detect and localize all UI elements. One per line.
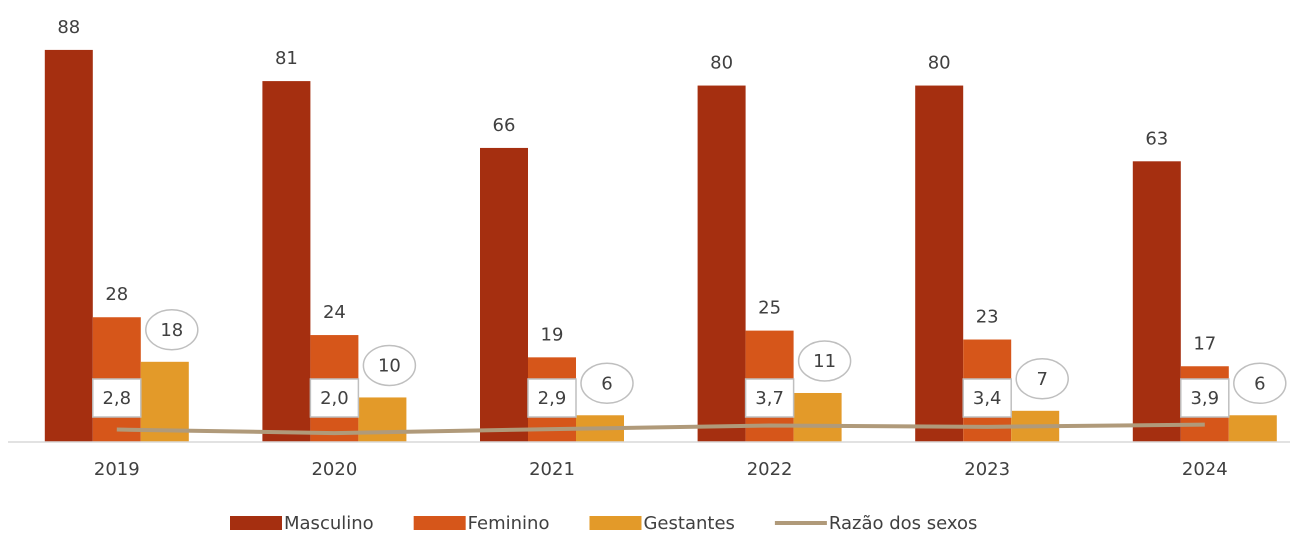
label-bubble bbox=[797, 340, 852, 382]
data-label: 7 bbox=[1036, 369, 1047, 390]
data-label: 3,9 bbox=[1190, 388, 1219, 409]
bar bbox=[262, 81, 311, 442]
data-label: 18 bbox=[160, 320, 183, 341]
data-label: 6 bbox=[601, 373, 612, 394]
legend-swatch bbox=[413, 516, 466, 530]
x-tick-label: 2023 bbox=[964, 459, 1010, 480]
label-bubble bbox=[1015, 358, 1069, 400]
data-label: 3,4 bbox=[973, 388, 1002, 409]
label-bubble bbox=[1233, 362, 1287, 405]
label-bubble bbox=[580, 362, 634, 405]
data-label: 63 bbox=[1145, 128, 1168, 149]
label-box bbox=[1180, 378, 1230, 418]
x-tick-label: 2021 bbox=[529, 459, 575, 480]
data-label: 24 bbox=[323, 302, 346, 323]
label-box bbox=[92, 378, 142, 418]
bar bbox=[480, 147, 528, 442]
legend-label: Razão dos sexos bbox=[829, 513, 978, 534]
data-label: 25 bbox=[758, 298, 781, 319]
data-label: 2,0 bbox=[320, 388, 349, 409]
bar bbox=[358, 397, 407, 442]
label-box bbox=[962, 378, 1012, 418]
data-label: 17 bbox=[1193, 333, 1216, 354]
label-box bbox=[744, 378, 795, 418]
bar bbox=[1228, 415, 1277, 442]
data-label: 81 bbox=[275, 48, 298, 69]
bar bbox=[44, 49, 93, 443]
bar bbox=[793, 392, 842, 442]
x-tick-label: 2024 bbox=[1182, 459, 1228, 480]
data-label: 3,7 bbox=[755, 388, 784, 409]
data-label: 6 bbox=[1254, 373, 1265, 394]
data-label: 28 bbox=[105, 284, 128, 305]
data-label: 66 bbox=[493, 115, 516, 136]
data-label: 23 bbox=[976, 307, 999, 328]
bar bbox=[697, 85, 746, 443]
data-label: 80 bbox=[710, 53, 733, 74]
data-label: 11 bbox=[813, 351, 836, 372]
data-label: 2,8 bbox=[102, 388, 131, 409]
bar bbox=[915, 85, 964, 443]
label-box bbox=[309, 378, 360, 418]
legend-label: Gestantes bbox=[643, 513, 734, 534]
data-label: 10 bbox=[378, 355, 401, 376]
data-label: 2,9 bbox=[538, 388, 567, 409]
legend-label: Masculino bbox=[284, 513, 374, 534]
label-bubble bbox=[145, 309, 199, 351]
label-bubble bbox=[362, 344, 417, 387]
line bbox=[116, 422, 1205, 436]
data-label: 80 bbox=[928, 53, 951, 74]
legend-swatch bbox=[589, 516, 642, 530]
legend-swatch bbox=[230, 516, 282, 530]
x-tick-label: 2022 bbox=[747, 459, 793, 480]
legend-label: Feminino bbox=[468, 513, 550, 534]
x-tick-label: 2019 bbox=[94, 459, 140, 480]
x-tick-label: 2020 bbox=[311, 459, 357, 480]
bar bbox=[1132, 161, 1181, 443]
label-box bbox=[527, 378, 577, 418]
data-label: 88 bbox=[57, 17, 80, 38]
data-label: 19 bbox=[541, 324, 564, 345]
